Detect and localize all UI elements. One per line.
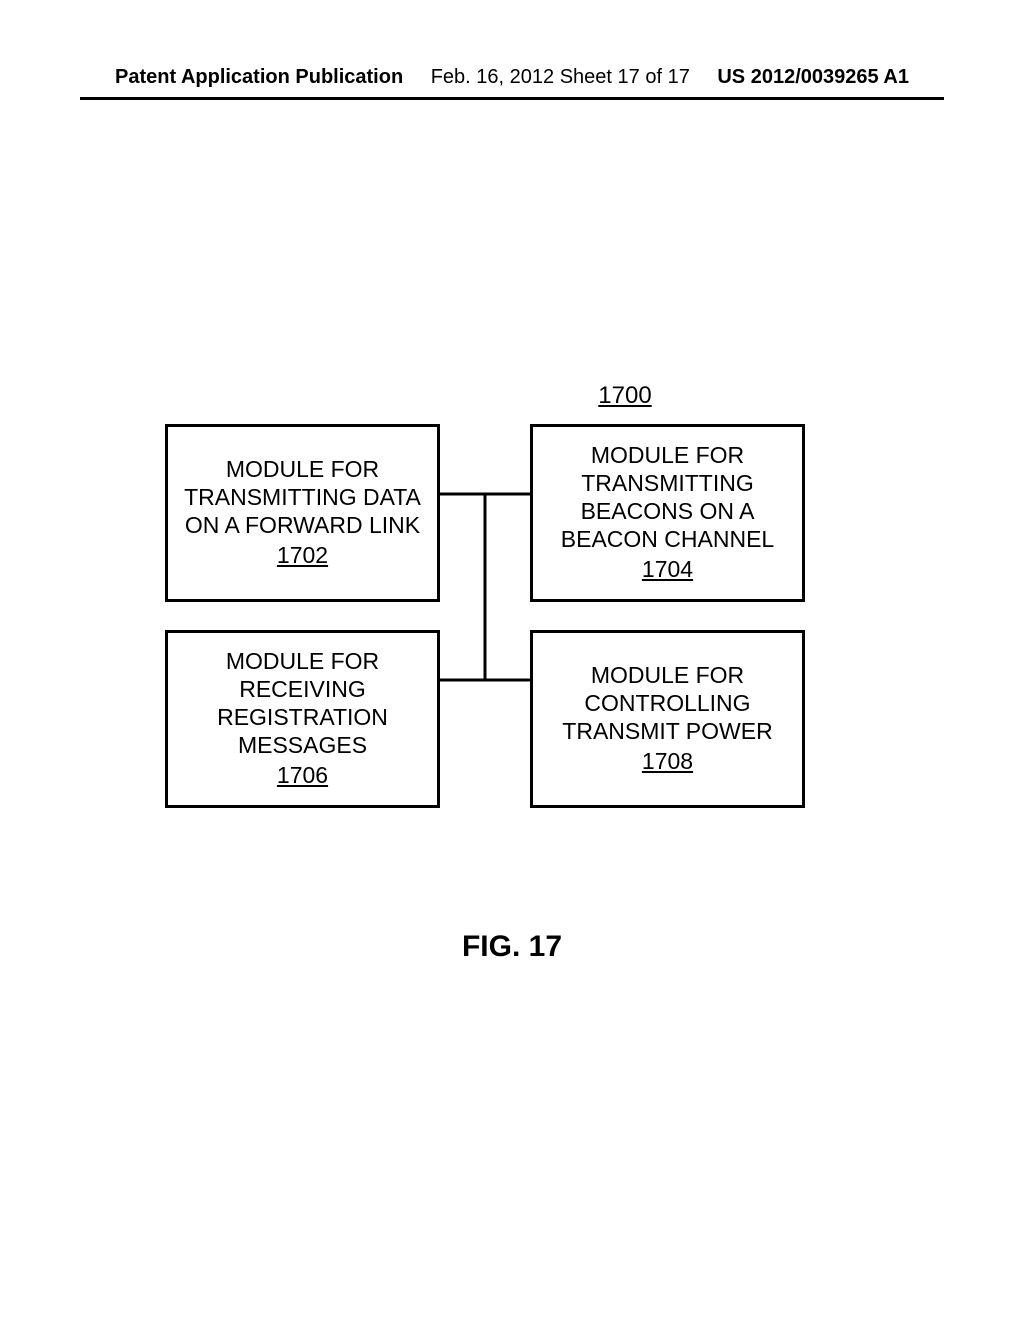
diagram-row-bottom: MODULE FOR RECEIVING REGISTRATION MESSAG…: [165, 630, 805, 808]
module-ref: 1704: [545, 555, 790, 583]
diagram-ref: 1700: [165, 382, 805, 410]
module-1708: MODULE FOR CONTROLLING TRANSMIT POWER 17…: [530, 630, 805, 808]
page-header: Patent Application Publication Feb. 16, …: [0, 66, 1024, 89]
diagram-row-top: MODULE FOR TRANSMITTING DATA ON A FORWAR…: [165, 424, 805, 602]
module-ref: 1708: [545, 747, 790, 775]
module-text: MODULE FOR TRANSMITTING DATA ON A FORWAR…: [180, 455, 425, 539]
block-diagram: 1700 MODULE FOR TRANSMITTING DATA ON A F…: [165, 382, 805, 808]
figure-label: FIG. 17: [0, 930, 1024, 964]
module-ref: 1706: [180, 761, 425, 789]
module-1702: MODULE FOR TRANSMITTING DATA ON A FORWAR…: [165, 424, 440, 602]
module-1706: MODULE FOR RECEIVING REGISTRATION MESSAG…: [165, 630, 440, 808]
module-1704: MODULE FOR TRANSMITTING BEACONS ON A BEA…: [530, 424, 805, 602]
spine-bottom: [440, 630, 530, 808]
header-rule: [80, 97, 944, 100]
module-text: MODULE FOR RECEIVING REGISTRATION MESSAG…: [180, 647, 425, 759]
header-mid: Feb. 16, 2012 Sheet 17 of 17: [431, 66, 690, 89]
module-ref: 1702: [180, 541, 425, 569]
module-text: MODULE FOR CONTROLLING TRANSMIT POWER: [545, 661, 790, 745]
header-right: US 2012/0039265 A1: [717, 66, 909, 89]
page: Patent Application Publication Feb. 16, …: [0, 0, 1024, 1320]
spine-top: [440, 424, 530, 602]
module-text: MODULE FOR TRANSMITTING BEACONS ON A BEA…: [545, 441, 790, 553]
header-left: Patent Application Publication: [115, 66, 403, 89]
